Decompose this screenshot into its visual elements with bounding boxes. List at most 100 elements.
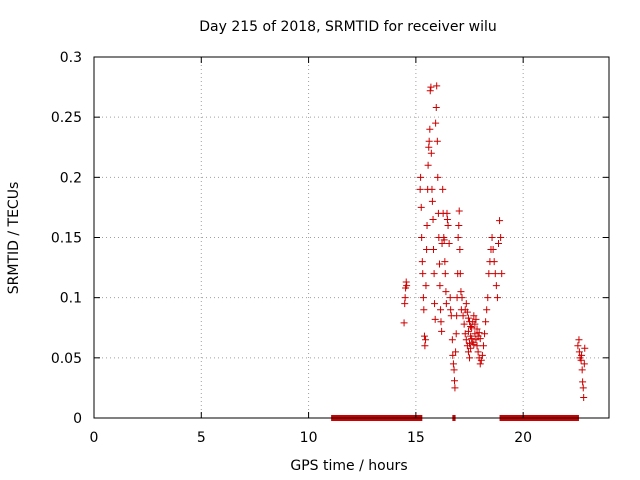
y-tick-label: 0 [73, 411, 82, 427]
data-point [580, 360, 588, 368]
data-point [462, 300, 470, 308]
data-point [425, 137, 433, 145]
data-point [426, 87, 434, 95]
data-point [442, 288, 450, 296]
data-point [476, 360, 484, 368]
data-point [471, 320, 479, 328]
data-point [453, 312, 461, 320]
grid-layer [94, 57, 609, 418]
data-point [579, 378, 587, 386]
data-point [431, 315, 439, 323]
data-point [481, 330, 489, 338]
data-point [477, 356, 485, 364]
x-tick-label: 20 [514, 430, 532, 446]
data-point [423, 221, 431, 229]
x-tick-label: 15 [407, 430, 425, 446]
data-point [474, 348, 482, 356]
data-point [497, 234, 505, 241]
data-point [418, 234, 426, 241]
data-point [442, 300, 450, 308]
data-point [435, 260, 443, 268]
axes-layer: 0 5 10 15 20 0 0.05 0.1 0.15 0.2 0.25 0.3 [51, 50, 610, 446]
data-point [574, 342, 582, 350]
data-point [491, 270, 499, 278]
data-point [489, 246, 497, 254]
data-point [400, 319, 408, 327]
data-point [439, 185, 447, 193]
y-tick-label: 0.3 [60, 50, 82, 66]
data-point [429, 215, 437, 223]
data-point [468, 324, 476, 332]
data-point [464, 327, 472, 335]
data-point [494, 240, 502, 248]
data-point [456, 270, 464, 278]
data-point [580, 394, 588, 402]
data-point [440, 236, 448, 244]
data-point [427, 83, 435, 91]
data-point [468, 335, 476, 343]
x-axis-title: GPS time / hours [290, 458, 407, 474]
data-point [452, 348, 460, 356]
data-point [485, 270, 493, 278]
text-layer: Day 215 of 2018, SRMTID for receiver wil… [6, 19, 497, 474]
data-points [400, 82, 589, 402]
data-point [464, 314, 472, 322]
data-point [417, 173, 425, 181]
data-point [422, 282, 430, 290]
y-tick-label: 0.2 [60, 170, 82, 186]
data-point [433, 137, 441, 145]
data-point [484, 294, 492, 302]
data-point [449, 351, 457, 359]
data-point [451, 384, 459, 392]
data-point [419, 294, 427, 302]
data-point [445, 240, 453, 248]
data-point [498, 270, 506, 278]
data-point [403, 282, 411, 290]
data-point [466, 339, 474, 347]
data-point [470, 341, 478, 349]
data-point [434, 173, 442, 181]
data-point [401, 294, 409, 302]
data-point [424, 161, 432, 169]
data-point [462, 336, 470, 344]
data-point [466, 354, 474, 362]
data-point [458, 294, 466, 302]
data-point [493, 294, 501, 302]
data-point [454, 234, 462, 241]
data-point [467, 344, 475, 352]
data-point [433, 82, 441, 90]
data-point [488, 234, 496, 241]
data-point [482, 318, 490, 326]
data-point [460, 320, 468, 328]
data-point [441, 258, 449, 266]
x-tick-label: 10 [300, 430, 318, 446]
y-tick-label: 0.25 [51, 110, 82, 126]
data-point [467, 323, 475, 331]
data-point [422, 336, 430, 344]
data-point [575, 336, 583, 344]
data-point [427, 149, 435, 157]
data-point [578, 351, 586, 359]
data-point [459, 312, 467, 320]
data-point [478, 351, 486, 359]
data-point [443, 209, 451, 217]
data-point [496, 217, 504, 225]
data-point [429, 246, 437, 254]
data-point [464, 348, 472, 356]
data-point [438, 240, 446, 248]
data-point [579, 384, 587, 392]
data-point [428, 185, 436, 193]
data-point [441, 270, 449, 278]
data-point [578, 366, 586, 374]
data-point [437, 306, 445, 314]
data-point [401, 300, 409, 308]
data-point [479, 342, 487, 350]
data-point [428, 197, 436, 205]
data-point [483, 306, 491, 314]
chart-title: Day 215 of 2018, SRMTID for receiver wil… [199, 19, 497, 35]
data-point [451, 377, 458, 385]
data-point [476, 335, 484, 343]
y-tick-label: 0.05 [51, 351, 82, 367]
data-point [456, 246, 464, 254]
data-point [475, 329, 483, 337]
